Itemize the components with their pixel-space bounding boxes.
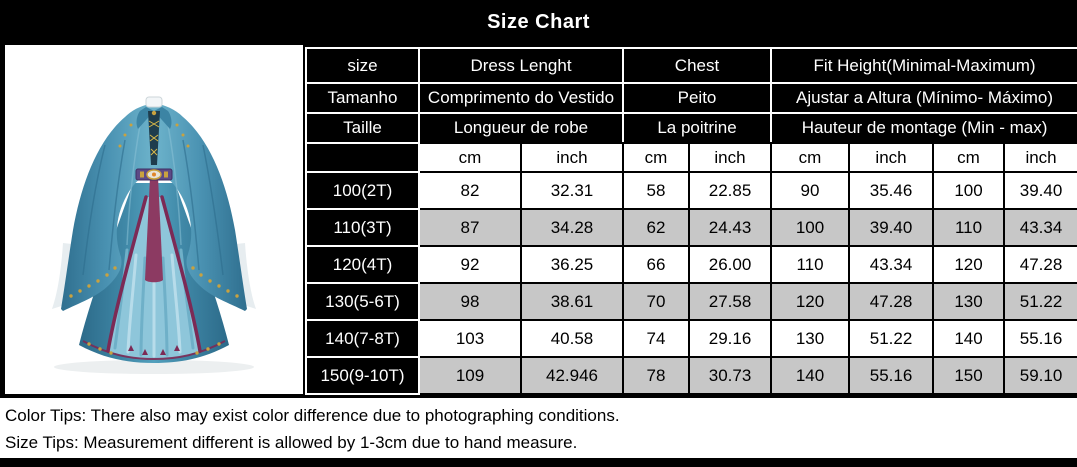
value-cell: 43.34	[1003, 208, 1077, 247]
value-cell: 40.58	[520, 319, 624, 358]
size-cell: 120(4T)	[305, 245, 420, 284]
value-cell: 22.85	[687, 171, 773, 210]
value-cell: 35.46	[848, 171, 935, 210]
value-cell: 39.40	[1003, 171, 1077, 210]
footer-bar	[0, 458, 1077, 467]
value-cell: 90	[770, 171, 851, 210]
header-size-pt: Tamanho	[305, 82, 420, 114]
value-cell: 82	[418, 171, 522, 210]
value-cell: 47.28	[848, 282, 935, 321]
value-cell: 55.16	[1003, 319, 1077, 358]
value-cell: 59.10	[1003, 356, 1077, 395]
value-cell: 100	[932, 171, 1006, 210]
value-cell: 103	[418, 319, 522, 358]
value-cell: 120	[770, 282, 851, 321]
value-cell: 130	[932, 282, 1006, 321]
size-tip-text: Size Tips: Measurement different is allo…	[5, 433, 578, 452]
unit-blank-cell	[305, 142, 420, 173]
header-fit-height-fr: Hauteur de montage (Min - max)	[770, 112, 1077, 144]
size-cell: 130(5-6T)	[305, 282, 420, 321]
unit-cell: inch	[848, 142, 935, 173]
title-bar: Size Chart	[0, 0, 1077, 45]
value-cell: 70	[622, 282, 690, 321]
size-chart-table: size Dress Lenght Chest Fit Height(Minim…	[305, 47, 1077, 395]
unit-cell: cm	[622, 142, 690, 173]
unit-cell: cm	[770, 142, 851, 173]
table-row: 130(5-6T) 98 38.61 70 27.58 120 47.28 13…	[305, 282, 1077, 321]
page-title: Size Chart	[487, 11, 590, 33]
value-cell: 98	[418, 282, 522, 321]
header-dress-length-en: Dress Lenght	[418, 47, 624, 84]
table-row: 100(2T) 82 32.31 58 22.85 90 35.46 100 3…	[305, 171, 1077, 210]
header-chest-pt: Peito	[621, 82, 773, 114]
table-row: 120(4T) 92 36.25 66 26.00 110 43.34 120 …	[305, 245, 1077, 284]
size-cell: 140(7-8T)	[305, 319, 420, 358]
value-cell: 24.43	[687, 208, 773, 247]
header-dress-length-fr: Longueur de robe	[418, 112, 624, 144]
unit-row: cm inch cm inch cm inch cm inch	[305, 142, 1077, 173]
header-row-en: size Dress Lenght Chest Fit Height(Minim…	[305, 47, 1077, 84]
header-chest-en: Chest	[621, 47, 773, 84]
value-cell: 87	[418, 208, 522, 247]
header-row-fr: Taille Longueur de robe La poitrine Haut…	[305, 112, 1077, 144]
unit-cell: inch	[687, 142, 773, 173]
unit-cell: inch	[1003, 142, 1077, 173]
table-row: 110(3T) 87 34.28 62 24.43 100 39.40 110 …	[305, 208, 1077, 247]
unit-cell: inch	[520, 142, 624, 173]
value-cell: 38.61	[520, 282, 624, 321]
tips-section: Color Tips: There also may exist color d…	[0, 398, 1077, 458]
value-cell: 51.22	[1003, 282, 1077, 321]
value-cell: 74	[622, 319, 690, 358]
unit-cell: cm	[418, 142, 522, 173]
value-cell: 32.31	[520, 171, 624, 210]
value-cell: 110	[770, 245, 851, 284]
table-row: 150(9-10T) 109 42.946 78 30.73 140 55.16…	[305, 356, 1077, 395]
color-tip-text: Color Tips: There also may exist color d…	[5, 406, 620, 425]
value-cell: 130	[770, 319, 851, 358]
size-cell: 110(3T)	[305, 208, 420, 247]
size-cell: 100(2T)	[305, 171, 420, 210]
value-cell: 29.16	[687, 319, 773, 358]
header-size-fr: Taille	[305, 112, 420, 144]
value-cell: 34.28	[520, 208, 624, 247]
value-cell: 109	[418, 356, 522, 395]
header-fit-height-en: Fit Height(Minimal-Maximum)	[770, 47, 1077, 84]
header-size-en: size	[305, 47, 420, 84]
value-cell: 36.25	[520, 245, 624, 284]
unit-cell: cm	[932, 142, 1006, 173]
value-cell: 140	[932, 319, 1006, 358]
value-cell: 42.946	[520, 356, 624, 395]
product-image-panel	[5, 45, 303, 394]
value-cell: 58	[622, 171, 690, 210]
value-cell: 26.00	[687, 245, 773, 284]
value-cell: 120	[932, 245, 1006, 284]
value-cell: 39.40	[848, 208, 935, 247]
header-row-pt: Tamanho Comprimento do Vestido Peito Aju…	[305, 82, 1077, 114]
size-cell: 150(9-10T)	[305, 356, 420, 395]
value-cell: 100	[770, 208, 851, 247]
value-cell: 92	[418, 245, 522, 284]
value-cell: 55.16	[848, 356, 935, 395]
header-chest-fr: La poitrine	[621, 112, 773, 144]
table-row: 140(7-8T) 103 40.58 74 29.16 130 51.22 1…	[305, 319, 1077, 358]
value-cell: 78	[622, 356, 690, 395]
value-cell: 43.34	[848, 245, 935, 284]
value-cell: 62	[622, 208, 690, 247]
value-cell: 27.58	[687, 282, 773, 321]
header-dress-length-pt: Comprimento do Vestido	[418, 82, 624, 114]
value-cell: 140	[770, 356, 851, 395]
value-cell: 30.73	[687, 356, 773, 395]
product-image-dress	[52, 96, 256, 374]
value-cell: 110	[932, 208, 1006, 247]
header-fit-height-pt: Ajustar a Altura (Mínimo- Máximo)	[770, 82, 1077, 114]
value-cell: 51.22	[848, 319, 935, 358]
value-cell: 150	[932, 356, 1006, 395]
value-cell: 47.28	[1003, 245, 1077, 284]
value-cell: 66	[622, 245, 690, 284]
